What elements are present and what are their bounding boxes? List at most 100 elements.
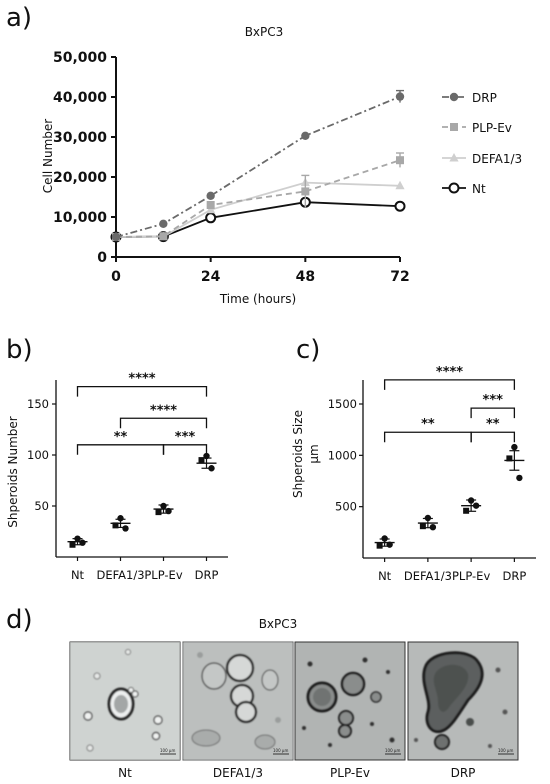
x-tick-label: Nt: [71, 568, 85, 582]
scatter-chart-spheroid-number: Shperoids Number 50 100 150 Nt DEFA1/3 PLP-Ev…: [6, 372, 228, 582]
series-line: [115, 159, 401, 238]
significance-bracket: **: [383, 417, 472, 443]
data-point: [394, 200, 406, 212]
panel-letter-a: a): [6, 3, 32, 33]
bracket-line: [383, 379, 516, 390]
y-tick-label: 20,000: [53, 170, 107, 186]
significance-bracket: ****: [76, 372, 208, 397]
scale-bar-label-defa13: 100 µm: [273, 748, 288, 753]
legend-label: DRP: [472, 91, 497, 105]
bracket-line: [162, 444, 208, 455]
data-point: [301, 187, 310, 196]
significance-label: ****: [128, 372, 155, 387]
data-point: [205, 212, 217, 224]
series-defa1-3: [111, 177, 405, 241]
bracket-line: [470, 431, 516, 443]
significance-label: ***: [175, 430, 196, 445]
data-point: [386, 541, 393, 548]
significance-bracket: ****: [383, 365, 516, 390]
x-tick-label: 0: [111, 269, 121, 285]
data-point: [206, 204, 216, 214]
series-line: [115, 95, 401, 238]
data-point: [395, 180, 405, 190]
chart-a-title: BxPC3: [245, 25, 284, 39]
significance-bracket: **: [76, 430, 165, 455]
x-tick-label: PLP-Ev: [144, 568, 182, 582]
line-chart-cell-number: BxPC3 Cell Number Time (hours) 0 10,000 20…: [41, 25, 522, 306]
significance-label: **: [421, 417, 435, 432]
x-tick-label: 48: [296, 269, 315, 285]
group-drp: [504, 443, 525, 482]
x-tick-label: DRP: [195, 568, 219, 582]
micrograph-label-nt: Nt: [118, 766, 132, 780]
data-point: [467, 497, 475, 504]
significance-bracket: **: [470, 417, 516, 443]
data-point: [206, 191, 215, 200]
group-drp: [196, 452, 217, 472]
legend-label: PLP-Ev: [472, 121, 512, 135]
y-tick-label: 0: [97, 250, 107, 266]
bracket-line: [76, 444, 165, 455]
y-tick-label: 10,000: [53, 210, 107, 226]
x-tick-label: DEFA1/3: [404, 569, 452, 583]
x-tick-label: 24: [201, 269, 221, 285]
significance-label: **: [486, 417, 500, 432]
chart-b-ylabel: Shperoids Number: [6, 416, 20, 528]
series-line: [115, 201, 401, 238]
significance-label: **: [114, 430, 128, 445]
micrograph-label-drp: DRP: [451, 766, 476, 780]
data-point: [112, 522, 119, 529]
y-tick-label: 50: [34, 499, 49, 513]
data-point: [122, 525, 129, 532]
chart-a-ticks: 0 10,000 20,000 30,000 40,000 50,000 0 24 48 72: [53, 50, 410, 285]
data-point: [159, 219, 168, 228]
data-point: [511, 443, 518, 451]
group-defa1-3: [417, 514, 438, 531]
y-tick-label: 40,000: [53, 90, 107, 106]
data-point: [516, 474, 523, 482]
micrograph-nt: 100 µm: [69, 641, 181, 761]
data-point: [506, 455, 513, 462]
legend-label: Nt: [472, 182, 486, 196]
y-tick-label: 50,000: [53, 50, 107, 66]
data-point: [117, 515, 124, 522]
chart-a-ylabel: Cell Number: [41, 119, 55, 194]
panel-letter-d: d): [6, 605, 33, 635]
y-tick-label: 1000: [328, 448, 357, 462]
data-point: [396, 156, 404, 165]
y-tick-label: 100: [27, 448, 49, 462]
series-drp: [111, 89, 405, 242]
significance-bracket: ****: [119, 403, 208, 429]
data-point: [448, 182, 460, 194]
legend-item: DEFA1/3: [442, 152, 522, 166]
chart-c-ylabel-line2: µm: [307, 444, 321, 463]
significance-label: ***: [483, 393, 504, 408]
x-tick-label: PLP-Ev: [452, 569, 490, 583]
y-tick-label: 1500: [328, 397, 357, 411]
panel-letter-b: b): [6, 335, 33, 365]
data-point: [206, 201, 215, 209]
micrograph-defa13: 100 µm: [182, 641, 294, 761]
data-point: [203, 452, 210, 460]
data-point: [472, 502, 480, 509]
data-point: [381, 535, 388, 542]
bracket-line: [470, 407, 516, 419]
x-tick-label: 72: [390, 269, 409, 285]
x-tick-label: Nt: [378, 569, 392, 583]
group-plp-ev: [461, 497, 482, 514]
chart-a-xlabel: Time (hours): [219, 292, 296, 306]
legend-label: DEFA1/3: [472, 152, 522, 166]
data-point: [208, 465, 215, 472]
y-tick-label: 500: [335, 500, 357, 514]
chart-c-ylabel-line1: Shperoids Size: [291, 410, 305, 498]
micrograph-title: BxPC3: [259, 617, 298, 631]
data-point: [159, 232, 168, 241]
data-point: [449, 153, 459, 162]
series-nt: [110, 196, 406, 243]
bracket-line: [119, 417, 208, 429]
significance-bracket: ***: [470, 393, 516, 419]
chart-a-legend: DRP PLP-Ev DEFA1/3 Nt: [442, 91, 522, 196]
micrograph-plp-ev: 100 µm: [294, 641, 406, 761]
data-point: [301, 131, 310, 140]
